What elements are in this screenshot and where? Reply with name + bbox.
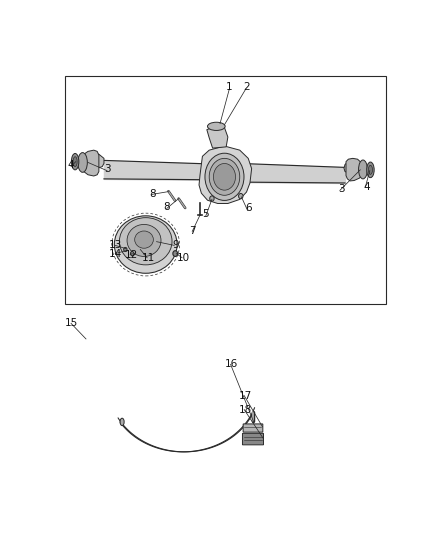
Ellipse shape bbox=[120, 217, 172, 265]
Text: 7: 7 bbox=[189, 227, 195, 237]
Ellipse shape bbox=[173, 251, 178, 256]
Ellipse shape bbox=[135, 231, 153, 248]
Text: 11: 11 bbox=[141, 253, 155, 263]
Text: 9: 9 bbox=[172, 239, 179, 249]
Text: 12: 12 bbox=[124, 250, 138, 260]
Ellipse shape bbox=[124, 247, 127, 252]
Ellipse shape bbox=[213, 164, 236, 190]
Text: 2: 2 bbox=[243, 82, 250, 92]
FancyBboxPatch shape bbox=[243, 424, 263, 432]
Polygon shape bbox=[346, 158, 364, 181]
FancyBboxPatch shape bbox=[243, 433, 264, 445]
Ellipse shape bbox=[210, 196, 214, 201]
Ellipse shape bbox=[127, 224, 161, 256]
Text: 3: 3 bbox=[104, 164, 111, 174]
Polygon shape bbox=[92, 154, 104, 168]
Text: 6: 6 bbox=[245, 204, 251, 213]
Ellipse shape bbox=[114, 216, 177, 273]
Text: 17: 17 bbox=[239, 391, 252, 401]
Polygon shape bbox=[199, 146, 251, 204]
Polygon shape bbox=[344, 161, 356, 173]
Polygon shape bbox=[118, 408, 254, 452]
Ellipse shape bbox=[368, 165, 372, 174]
Text: 10: 10 bbox=[177, 253, 190, 263]
Ellipse shape bbox=[120, 418, 124, 425]
Text: 4: 4 bbox=[363, 182, 370, 192]
Text: 4: 4 bbox=[68, 159, 74, 169]
Text: 15: 15 bbox=[64, 318, 78, 328]
Ellipse shape bbox=[359, 160, 367, 179]
Text: 14: 14 bbox=[109, 248, 123, 259]
Polygon shape bbox=[80, 150, 99, 176]
Ellipse shape bbox=[367, 162, 374, 177]
Text: 1: 1 bbox=[226, 82, 233, 92]
Ellipse shape bbox=[71, 154, 79, 170]
Ellipse shape bbox=[208, 122, 225, 131]
Text: 16: 16 bbox=[225, 359, 238, 369]
Text: 3: 3 bbox=[338, 184, 345, 194]
Ellipse shape bbox=[73, 157, 77, 166]
Ellipse shape bbox=[131, 252, 134, 256]
Ellipse shape bbox=[209, 158, 240, 195]
Text: 8: 8 bbox=[149, 189, 156, 199]
Text: 8: 8 bbox=[163, 202, 170, 212]
Polygon shape bbox=[207, 126, 228, 148]
Text: 5: 5 bbox=[202, 209, 209, 219]
Text: 13: 13 bbox=[109, 240, 123, 251]
Ellipse shape bbox=[205, 153, 244, 200]
Ellipse shape bbox=[78, 152, 87, 172]
Ellipse shape bbox=[239, 193, 243, 199]
Text: 18: 18 bbox=[239, 405, 252, 415]
Bar bbox=[65, 76, 386, 304]
